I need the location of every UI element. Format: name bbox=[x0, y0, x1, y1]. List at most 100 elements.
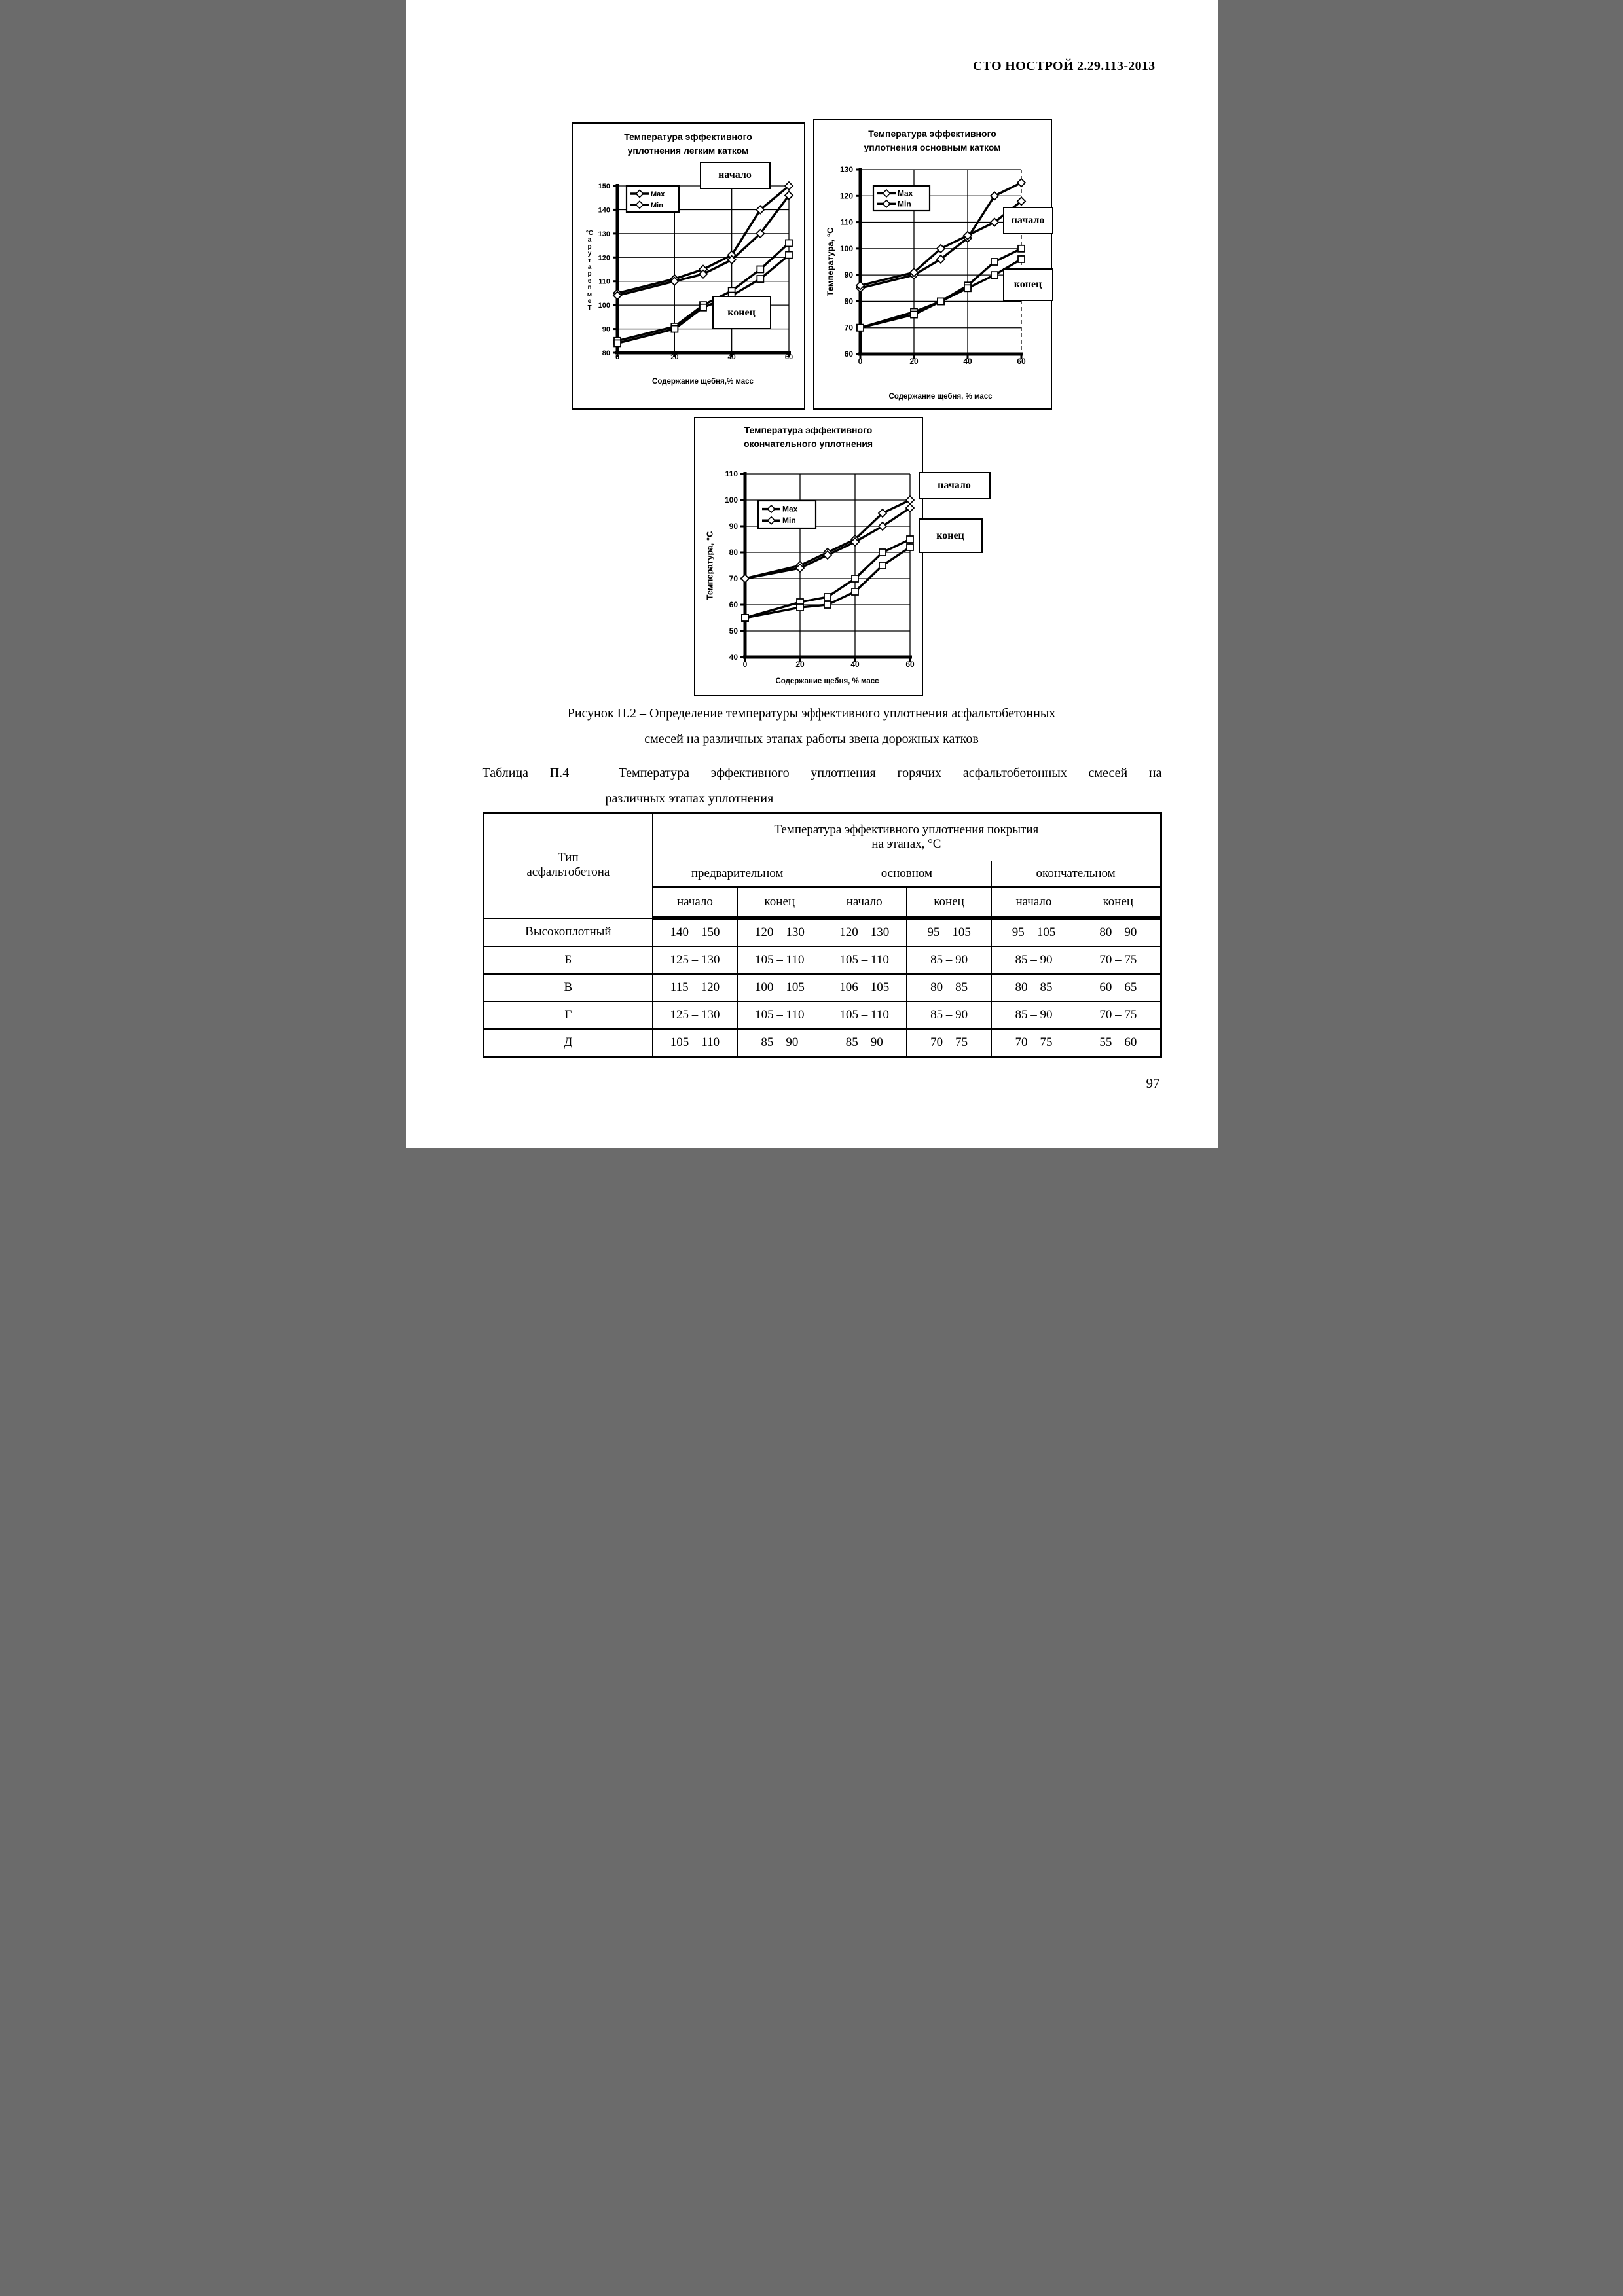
document-page: СТО НОСТРОЙ 2.29.113-2013 Температура эф… bbox=[405, 0, 1218, 1148]
marker-square bbox=[990, 258, 998, 266]
chart-legend bbox=[625, 185, 680, 213]
marker-square bbox=[756, 265, 764, 274]
marker-diamond bbox=[755, 228, 765, 239]
y-tick-label: 150 bbox=[598, 183, 610, 190]
marker-square bbox=[1017, 244, 1025, 253]
y-tick-label: 60 bbox=[844, 350, 853, 359]
y-tick-label: 110 bbox=[598, 278, 610, 286]
marker-diamond bbox=[850, 537, 860, 547]
y-tick-label: 110 bbox=[725, 469, 738, 478]
series-min-начало bbox=[744, 507, 911, 580]
chart-title: Температура эффективного уплотнения легк… bbox=[573, 130, 804, 158]
marker-diamond bbox=[962, 230, 972, 240]
marker-diamond bbox=[669, 276, 680, 286]
cell-temp-range: 100 – 105 bbox=[737, 973, 823, 1002]
table-caption-line1: Таблица П.4 – Температура эффективного у… bbox=[482, 766, 1162, 780]
cell-asphalt-type: Д bbox=[483, 1028, 653, 1058]
marker-diamond bbox=[726, 255, 737, 265]
marker-square bbox=[850, 588, 859, 596]
legend-label: Min bbox=[651, 202, 663, 209]
cell-temp-range: 80 – 85 bbox=[906, 973, 992, 1002]
legend-marker-diamond bbox=[766, 516, 776, 525]
annotation-end-box: конец bbox=[1002, 268, 1053, 301]
y-tick-label: 130 bbox=[598, 230, 610, 238]
chart-canvas: 110 100 90 80 70 60 50 40 0 20 40 60 Max Min bbox=[724, 469, 915, 669]
legend-label: Min bbox=[782, 516, 796, 525]
y-tick-label: 120 bbox=[598, 254, 610, 262]
marker-square bbox=[670, 325, 678, 333]
table-header-main: Температура эффективного уплотнения покр… bbox=[652, 812, 1161, 861]
marker-diamond bbox=[755, 205, 765, 215]
cell-temp-range: 105 – 110 bbox=[821, 946, 907, 975]
cell-temp-range: 85 – 90 bbox=[906, 946, 992, 975]
cell-asphalt-type: В bbox=[483, 973, 653, 1002]
chart-title-line1: Температура эффективного bbox=[868, 128, 996, 139]
y-tick-label: 100 bbox=[724, 495, 737, 505]
cell-temp-range: 80 – 85 bbox=[991, 973, 1077, 1002]
marker-diamond bbox=[1016, 177, 1026, 188]
cell-temp-range: 60 – 65 bbox=[1076, 973, 1161, 1002]
marker-diamond bbox=[784, 181, 793, 191]
cell-temp-range: 70 – 75 bbox=[1076, 946, 1161, 975]
marker-diamond bbox=[784, 190, 793, 200]
y-axis-label: Температура, °С bbox=[825, 227, 835, 296]
figure-caption-line2: смесей на различных этапах работы звена … bbox=[644, 732, 979, 746]
cell-temp-range: 55 – 60 bbox=[1076, 1028, 1161, 1058]
table-subheader: начало bbox=[652, 886, 738, 920]
annotation-start-box: начало bbox=[918, 472, 991, 499]
marker-diamond bbox=[877, 508, 887, 518]
marker-diamond bbox=[936, 243, 945, 254]
series-max-начало bbox=[617, 185, 790, 295]
legend-marker-diamond bbox=[634, 189, 644, 198]
y-tick-label: 70 bbox=[844, 323, 853, 332]
marker-square bbox=[905, 543, 914, 551]
table-row: В 115 – 120 100 – 105 106 – 105 80 – 85 80 – … bbox=[483, 973, 1161, 1002]
chart-final-compaction: Температура эффективного окончательного … bbox=[693, 417, 991, 696]
x-tick-label: 40 bbox=[963, 357, 972, 366]
marker-square bbox=[909, 310, 918, 319]
table-header-stage-final: окончательном bbox=[991, 861, 1161, 888]
cell-temp-range: 85 – 90 bbox=[906, 1001, 992, 1030]
y-tick-label: 90 bbox=[729, 522, 738, 531]
x-tick-label: 40 bbox=[850, 660, 860, 669]
series-min-начало bbox=[860, 200, 1022, 287]
table-header-stage-main: основном bbox=[822, 861, 992, 888]
marker-diamond bbox=[905, 495, 915, 505]
annotation-start-box: начало bbox=[1002, 207, 1053, 234]
cell-asphalt-type: Г bbox=[483, 1001, 653, 1030]
table-caption-line2: различных этапах уплотнения bbox=[605, 791, 774, 806]
x-tick-label: 0 bbox=[858, 357, 862, 366]
x-tick-label: 20 bbox=[670, 353, 678, 361]
y-tick-label: 110 bbox=[840, 218, 853, 227]
y-axis-label: Температура, °С bbox=[704, 531, 714, 600]
marker-square bbox=[784, 251, 793, 259]
table-body: Высокоплотный 140 – 150 120 – 130 120 – 130… bbox=[483, 917, 1161, 1058]
cell-temp-range: 105 – 110 bbox=[652, 1028, 738, 1058]
chart-title-line2: окончательного уплотнения bbox=[743, 439, 873, 449]
cell-temp-range: 125 – 130 bbox=[652, 946, 738, 975]
x-tick-label: 60 bbox=[784, 353, 792, 361]
marker-square bbox=[856, 323, 864, 332]
legend-marker-diamond bbox=[634, 200, 644, 209]
y-tick-label: 100 bbox=[598, 302, 610, 310]
cell-temp-range: 70 – 75 bbox=[991, 1028, 1077, 1058]
cell-temp-range: 85 – 90 bbox=[991, 1001, 1077, 1030]
x-tick-label: 20 bbox=[909, 357, 919, 366]
x-axis-label: Содержание щебня, % масс bbox=[775, 677, 879, 685]
table-subheader: конец bbox=[1076, 886, 1161, 920]
annotation-end-box: конец bbox=[712, 296, 771, 329]
y-tick-label: 90 bbox=[844, 270, 853, 279]
marker-square bbox=[905, 535, 914, 543]
marker-square bbox=[1017, 255, 1025, 263]
cell-temp-range: 70 – 75 bbox=[906, 1028, 992, 1058]
table-header-type: Тип асфальтобетона bbox=[483, 812, 653, 918]
table-subheader: конец bbox=[906, 886, 992, 920]
x-tick-label: 60 bbox=[905, 660, 915, 669]
legend-marker-diamond bbox=[881, 199, 891, 208]
x-axis-label: Содержание щебня,% масс bbox=[652, 378, 754, 386]
marker-diamond bbox=[936, 254, 945, 264]
legend-marker-diamond bbox=[881, 188, 891, 198]
y-tick-label: 90 bbox=[602, 326, 610, 334]
series-min-начало bbox=[617, 194, 790, 297]
